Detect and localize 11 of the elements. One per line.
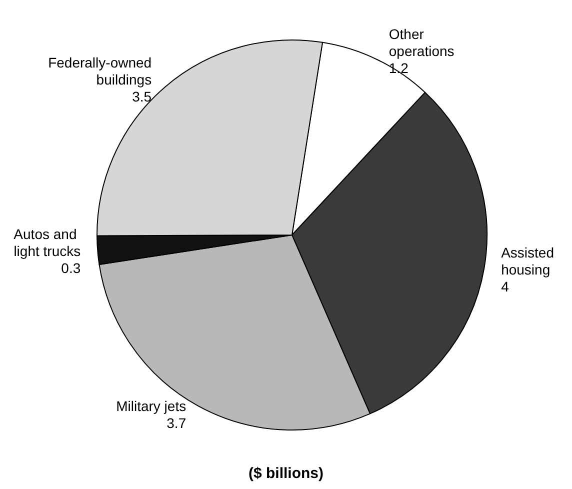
slice-label: Military jets <box>116 398 186 414</box>
text: ($ billions) <box>248 465 324 482</box>
data-label: 3.7 <box>166 415 186 432</box>
data-label: 4 <box>501 278 510 295</box>
data-label: 3.5 <box>132 88 152 104</box>
slice-label: Other operations <box>388 26 454 59</box>
data-label: 0.3 <box>61 260 81 276</box>
data-label: 1.2 <box>388 60 409 76</box>
slice-label: Assisted housing <box>501 244 558 278</box>
slice-label: Autos and light trucks <box>14 226 81 259</box>
slice-label: Federally-owned buildings <box>48 54 152 88</box>
